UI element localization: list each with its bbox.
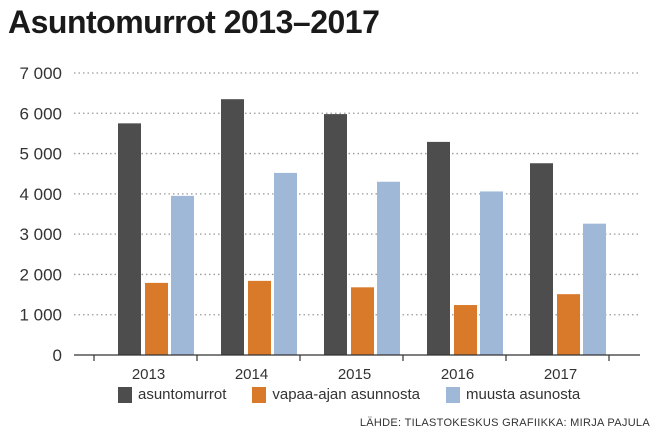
- bar-asuntomurrot-2017: [530, 163, 553, 355]
- bar-muusta-asunosta-2015: [377, 181, 400, 355]
- bar-asuntomurrot-2013: [118, 123, 141, 355]
- bar-vapaa-ajan-asunnosta-2015: [351, 287, 374, 355]
- y-tick-label: 6 000: [19, 104, 62, 123]
- y-tick-label: 4 000: [19, 185, 62, 204]
- y-tick-label: 7 000: [19, 64, 62, 83]
- y-tick-label: 5 000: [19, 145, 62, 164]
- bar-muusta-asunosta-2014: [274, 172, 297, 355]
- bar-muusta-asunosta-2013: [171, 195, 194, 355]
- bar-vapaa-ajan-asunnosta-2016: [454, 305, 477, 355]
- bars: [118, 99, 606, 355]
- legend-label-vapaa-ajan: vapaa-ajan asunnosta: [272, 386, 420, 403]
- bar-vapaa-ajan-asunnosta-2014: [248, 280, 271, 355]
- bar-asuntomurrot-2016: [427, 141, 450, 355]
- legend-swatch-vapaa-ajan: [252, 386, 267, 403]
- x-category-label: 2014: [235, 366, 268, 383]
- legend-label-asuntomurrot: asuntomurrot: [138, 386, 227, 403]
- x-category-label: 2016: [441, 366, 474, 383]
- chart-title: Asuntomurrot 2013–2017: [8, 4, 380, 40]
- gridlines: [74, 72, 640, 316]
- legend-item-asuntomurrot: asuntomurrot: [118, 386, 226, 403]
- y-tick-label: 2 000: [19, 265, 62, 284]
- bar-asuntomurrot-2014: [221, 99, 244, 355]
- bar-vapaa-ajan-asunnosta-2017: [557, 294, 580, 355]
- y-axis-ticks: 0 1 000 2 000 3 000 4 000 5 000 6 000 7 000: [19, 64, 62, 365]
- legend-label-muusta: muusta asunosta: [466, 386, 581, 403]
- bar-muusta-asunosta-2017: [583, 223, 606, 355]
- legend: asuntomurrot vapaa-ajan asunnosta muusta…: [118, 386, 606, 403]
- legend-swatch-asuntomurrot: [118, 386, 132, 403]
- y-tick-label: 3 000: [19, 225, 62, 244]
- y-tick-label: 1 000: [19, 306, 62, 325]
- x-category-label: 2015: [338, 366, 371, 383]
- legend-item-vapaa-ajan: vapaa-ajan asunnosta: [252, 386, 420, 403]
- x-category-label: 2013: [132, 366, 165, 383]
- bar-vapaa-ajan-asunnosta-2013: [145, 282, 168, 355]
- legend-item-muusta: muusta asunosta: [446, 386, 580, 403]
- bar-asuntomurrot-2015: [324, 114, 347, 355]
- bar-muusta-asunosta-2016: [480, 191, 503, 355]
- source-credit: LÄHDE: TILASTOKESKUS GRAFIIKKA: MIRJA PA…: [359, 417, 650, 429]
- y-tick-label: 0: [53, 346, 62, 365]
- x-axis-ticks: 2013 2014 2015 2016 2017: [93, 355, 610, 383]
- x-category-label: 2017: [544, 366, 577, 383]
- legend-swatch-muusta: [446, 386, 460, 403]
